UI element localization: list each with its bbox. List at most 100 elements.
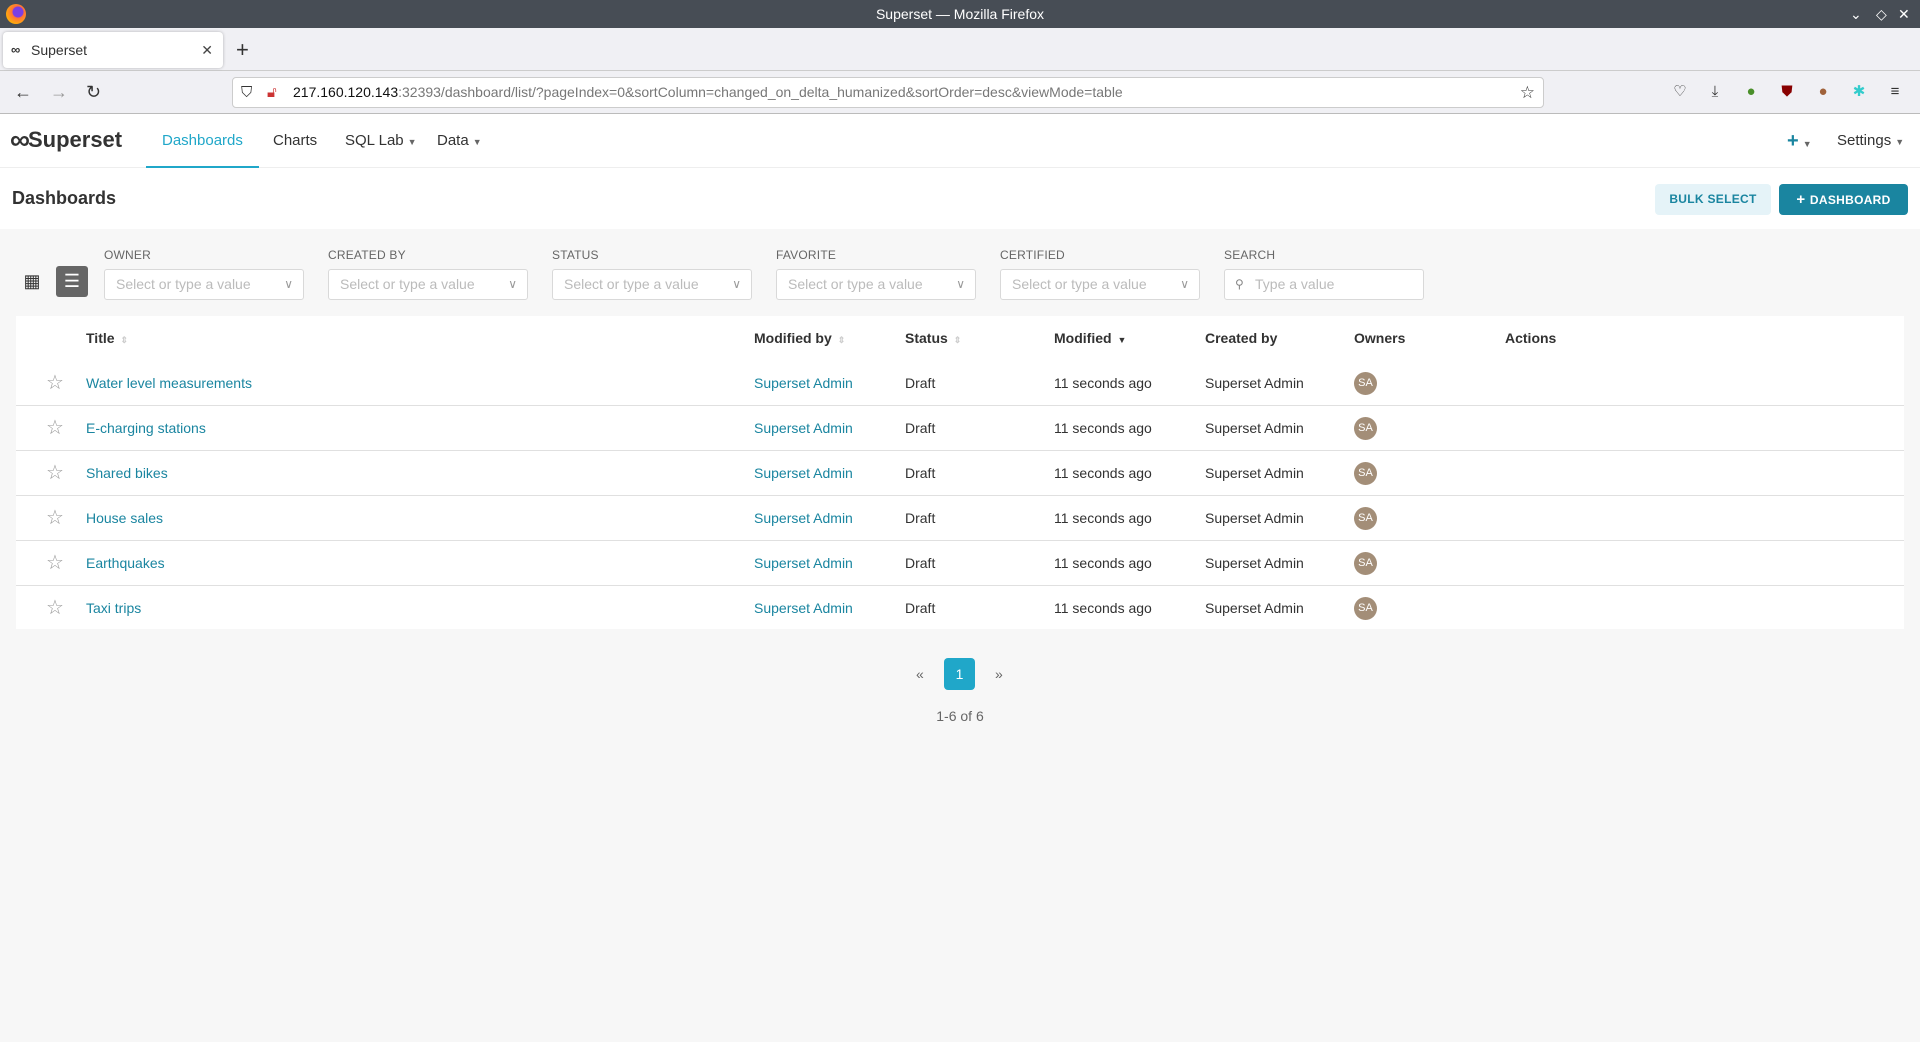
modified-cell: 11 seconds ago [1054,510,1152,526]
owner-select[interactable]: Select or type a value ∨ [104,269,304,300]
favorite-select[interactable]: Select or type a value ∨ [776,269,976,300]
add-dashboard-button[interactable]: + DASHBOARD [1779,184,1908,215]
nav-sql-lab[interactable]: SQL Lab ▼ [345,114,417,168]
column-modified-by[interactable]: Modified by ⇕ [754,316,845,363]
page-1-button[interactable]: 1 [944,658,975,690]
select-placeholder: Select or type a value [788,276,923,292]
filter-owner: OWNER Select or type a value ∨ [104,248,304,300]
modified-by-link[interactable]: Superset Admin [754,465,853,481]
dashboard-title-link[interactable]: Shared bikes [86,465,168,481]
modified-by-link[interactable]: Superset Admin [754,420,853,436]
chevron-down-icon: ∨ [1180,277,1189,291]
column-modified[interactable]: Modified ▼ [1054,316,1126,363]
list-view-icon[interactable]: ☰ [56,266,88,297]
dashboard-title-link[interactable]: Taxi trips [86,600,142,616]
search-input[interactable]: ⚲ Type a value [1224,269,1424,300]
sort-icon: ⇕ [837,335,846,345]
new-tab-button[interactable]: + [236,37,249,62]
owner-avatar[interactable]: SA [1354,462,1377,485]
select-placeholder: Select or type a value [340,276,475,292]
reload-icon[interactable]: ↻ [86,82,102,102]
url-bar[interactable]: ⛉ 🔓︎ 217.160.120.143:32393/dashboard/lis… [232,77,1544,108]
created-by-select[interactable]: Select or type a value ∨ [328,269,528,300]
certified-select[interactable]: Select or type a value ∨ [1000,269,1200,300]
window-title: Superset — Mozilla Firefox [875,6,1045,22]
cookie-icon[interactable]: ● [1818,83,1828,100]
favorite-star-icon[interactable]: ☆ [46,552,64,574]
modified-by-link[interactable]: Superset Admin [754,600,853,616]
close-window-icon[interactable]: ✕ [1898,6,1910,22]
download-icon[interactable]: ⤓ [1711,83,1719,100]
sort-icon: ⇕ [953,335,962,345]
filter-label: CREATED BY [328,248,406,262]
extension-green-icon[interactable]: ● [1746,83,1756,100]
favorite-star-icon[interactable]: ☆ [46,372,64,394]
favorite-star-icon[interactable]: ☆ [46,462,64,484]
status-cell: Draft [905,555,936,571]
dashboard-title-link[interactable]: E-charging stations [86,420,206,436]
shield-icon[interactable]: ⛉ [241,84,253,101]
favorite-star-icon[interactable]: ☆ [46,417,64,439]
caret-down-icon: ▼ [1802,139,1812,149]
status-select[interactable]: Select or type a value ∨ [552,269,752,300]
dashboard-title-link[interactable]: Water level measurements [86,375,252,391]
filter-label: FAVORITE [776,248,837,262]
modified-by-link[interactable]: Superset Admin [754,555,853,571]
favorite-star-icon[interactable]: ☆ [46,507,64,529]
sort-desc-icon: ▼ [1117,335,1127,345]
column-label: Modified [1054,330,1112,346]
owner-avatar[interactable]: SA [1354,417,1377,440]
owner-avatar[interactable]: SA [1354,372,1377,395]
favorite-star-icon[interactable]: ☆ [46,597,64,619]
card-view-grid-icon[interactable]: ▦ [23,271,41,291]
nav-charts[interactable]: Charts [273,132,318,149]
bookmark-star-icon[interactable]: ☆ [1519,83,1535,102]
status-cell: Draft [905,375,936,391]
superset-logo[interactable]: ∞ Superset [10,126,122,154]
pagination: « 1 » [0,658,1920,690]
browser-tab[interactable]: ∞ Superset ✕ [3,32,223,68]
close-tab-icon[interactable]: ✕ [201,42,213,58]
new-item-menu[interactable]: + ▼ [1787,130,1812,152]
extension-asterisk-icon[interactable]: ✱ [1852,83,1866,100]
maximize-icon[interactable]: ◇ [1876,6,1887,22]
prev-page-button[interactable]: « [916,666,924,682]
next-page-button[interactable]: » [995,666,1003,682]
modified-by-link[interactable]: Superset Admin [754,375,853,391]
page-title: Dashboards [12,188,117,208]
insecure-lock-icon[interactable]: 🔓︎ [267,84,277,101]
dashboard-title-link[interactable]: House sales [86,510,164,526]
firefox-logo-icon [6,4,26,24]
column-title[interactable]: Title ⇕ [86,316,128,363]
table-row: ☆ E-charging stations Superset Admin Dra… [16,406,1904,451]
chevron-down-icon: ∨ [508,277,517,291]
modified-by-link[interactable]: Superset Admin [754,510,853,526]
modified-cell: 11 seconds ago [1054,420,1152,436]
modified-cell: 11 seconds ago [1054,465,1152,481]
column-status[interactable]: Status ⇕ [905,316,961,363]
minimize-icon[interactable]: ⌄ [1850,6,1862,22]
ublock-icon[interactable]: ⛊ [1781,83,1793,100]
tab-title: Superset [31,42,88,58]
forward-icon[interactable]: → [50,82,68,102]
filter-label: OWNER [104,248,151,262]
plus-icon: + [1796,191,1810,208]
nav-dashboards[interactable]: Dashboards [146,114,259,168]
bulk-select-button[interactable]: BULK SELECT [1655,184,1771,215]
table-row: ☆ Shared bikes Superset Admin Draft 11 s… [16,451,1904,496]
chevron-down-icon: ∨ [284,277,293,291]
back-icon[interactable]: ← [14,82,32,102]
dashboard-title-link[interactable]: Earthquakes [86,555,165,571]
status-cell: Draft [905,510,936,526]
menu-hamburger-icon[interactable]: ≡ [1890,83,1900,100]
owner-avatar[interactable]: SA [1354,597,1377,620]
table-row: ☆ Water level measurements Superset Admi… [16,361,1904,406]
owner-avatar[interactable]: SA [1354,552,1377,575]
created-by-cell: Superset Admin [1205,420,1304,436]
url-host: 217.160.120.143 [293,84,399,100]
settings-menu[interactable]: Settings ▼ [1837,114,1904,168]
caret-down-icon: ▼ [472,137,482,147]
nav-data[interactable]: Data ▼ [437,114,482,168]
owner-avatar[interactable]: SA [1354,507,1377,530]
pocket-icon[interactable]: ♡ [1673,83,1687,100]
